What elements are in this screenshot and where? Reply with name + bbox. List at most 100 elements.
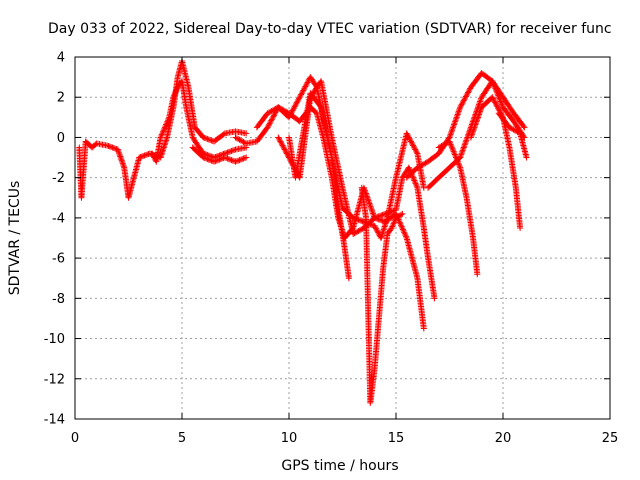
series-6 xyxy=(275,78,427,332)
data-point xyxy=(295,95,302,102)
data-point xyxy=(494,103,501,110)
data-point xyxy=(374,228,381,235)
x-tick-label: 25 xyxy=(602,431,619,446)
data-point xyxy=(496,95,503,102)
series-7 xyxy=(286,90,352,282)
series-2 xyxy=(149,78,250,165)
data-point xyxy=(407,137,414,144)
data-point xyxy=(491,83,498,90)
data-point xyxy=(461,96,468,103)
data-point xyxy=(409,141,416,148)
data-point xyxy=(374,215,381,222)
data-point xyxy=(457,153,464,160)
data-point xyxy=(371,222,378,229)
data-point xyxy=(431,295,438,302)
data-point xyxy=(136,154,143,161)
data-point xyxy=(492,99,499,106)
data-point xyxy=(475,114,482,121)
data-point xyxy=(277,138,284,145)
data-point xyxy=(411,145,418,152)
data-point xyxy=(223,150,230,157)
data-point xyxy=(268,116,275,123)
data-point xyxy=(279,142,286,149)
data-point xyxy=(355,216,362,223)
data-point xyxy=(494,91,501,98)
data-point xyxy=(160,127,167,134)
data-point xyxy=(237,156,244,163)
data-point xyxy=(235,157,242,164)
data-point xyxy=(410,176,417,183)
data-point xyxy=(221,154,228,161)
data-point xyxy=(399,226,406,233)
x-tick-label: 5 xyxy=(178,431,186,446)
data-point xyxy=(160,128,167,135)
data-point xyxy=(454,158,461,165)
data-point xyxy=(450,124,457,131)
data-point xyxy=(499,102,506,109)
data-point xyxy=(364,196,371,203)
data-point xyxy=(406,166,413,173)
data-point xyxy=(463,137,470,144)
data-point xyxy=(280,143,287,150)
data-point xyxy=(468,131,475,138)
data-point xyxy=(412,180,419,187)
data-point xyxy=(110,145,117,152)
data-point xyxy=(391,217,398,224)
data-point xyxy=(157,134,164,141)
data-point xyxy=(293,99,300,106)
data-point xyxy=(465,89,472,96)
data-point xyxy=(163,120,170,127)
data-point xyxy=(378,212,385,219)
y-tick-label: 4 xyxy=(57,51,65,66)
data-point xyxy=(278,141,285,148)
data-point xyxy=(475,112,482,119)
data-point xyxy=(294,98,301,105)
data-point xyxy=(494,89,501,96)
data-point xyxy=(290,106,297,113)
data-point xyxy=(275,134,282,141)
data-point xyxy=(472,120,479,127)
data-point xyxy=(172,89,179,96)
data-point xyxy=(497,97,504,104)
data-point xyxy=(467,134,474,141)
data-point xyxy=(142,152,149,159)
data-point xyxy=(367,203,374,210)
data-point xyxy=(204,156,211,163)
data-point xyxy=(477,108,484,115)
data-point xyxy=(491,98,498,105)
x-axis-label: GPS time / hours xyxy=(281,458,398,474)
data-point xyxy=(172,88,179,95)
data-point xyxy=(403,130,410,137)
data-point xyxy=(203,135,210,142)
data-point xyxy=(389,222,396,229)
data-point xyxy=(227,148,234,155)
data-point xyxy=(402,232,409,239)
data-point xyxy=(390,220,397,227)
data-point xyxy=(290,104,297,111)
data-point xyxy=(269,115,276,122)
data-point xyxy=(459,148,466,155)
data-point xyxy=(406,135,413,142)
data-point xyxy=(243,130,250,137)
data-point xyxy=(283,150,290,157)
data-point xyxy=(352,215,359,222)
data-point xyxy=(492,100,499,107)
data-point xyxy=(207,136,214,143)
data-point xyxy=(476,110,483,117)
data-point xyxy=(229,147,236,154)
data-point xyxy=(286,114,292,121)
data-point xyxy=(489,79,496,86)
data-point xyxy=(410,142,417,149)
data-point xyxy=(420,325,427,332)
data-point xyxy=(303,82,310,89)
data-point xyxy=(404,131,411,138)
data-point xyxy=(472,121,479,128)
data-point xyxy=(224,155,231,162)
data-point xyxy=(364,194,371,201)
data-point xyxy=(474,115,481,122)
data-point xyxy=(462,140,469,147)
data-point xyxy=(268,117,275,124)
data-point xyxy=(387,226,394,233)
data-point xyxy=(295,96,302,103)
data-point xyxy=(264,124,271,131)
